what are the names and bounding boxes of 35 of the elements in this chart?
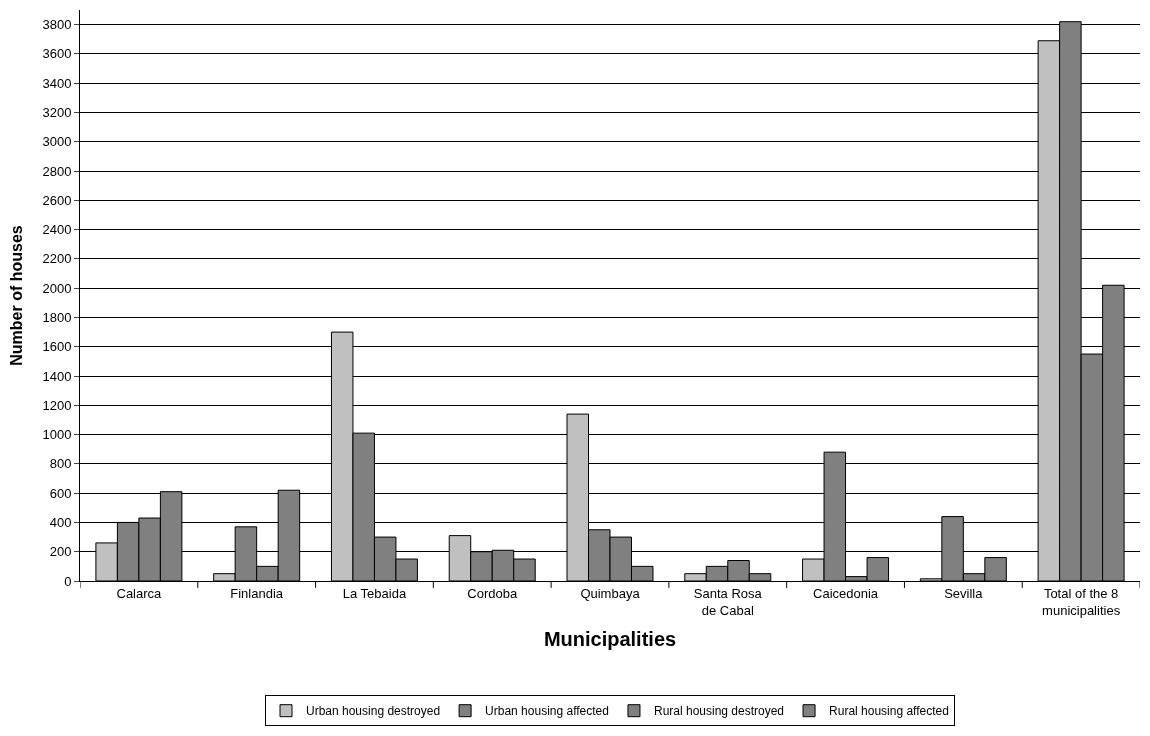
x-tick-label: Quimbaya bbox=[580, 585, 641, 601]
y-axis-title: Number of houses bbox=[8, 225, 26, 366]
x-axis-title: Municipalities bbox=[543, 628, 677, 650]
y-tick-label: 2800 bbox=[42, 163, 72, 179]
x-tick-label: Calarca bbox=[116, 585, 163, 601]
x-tick-label: Santa Rosa de Cabal bbox=[693, 585, 763, 618]
y-tick-label: 1400 bbox=[42, 368, 72, 384]
y-tick-label: 1600 bbox=[42, 339, 72, 355]
y-tick-label: 3400 bbox=[42, 75, 72, 91]
y-tick-label: 800 bbox=[49, 456, 72, 472]
y-tick-label: 3200 bbox=[42, 105, 72, 121]
y-tick-label: 1800 bbox=[42, 310, 72, 326]
y-tick-label: 3600 bbox=[42, 46, 72, 62]
y-tick-label: 3000 bbox=[42, 134, 72, 150]
y-tick-label: 2000 bbox=[42, 280, 72, 296]
y-tick-label: 200 bbox=[49, 544, 72, 560]
x-tick-label: La Tebaida bbox=[342, 585, 407, 601]
y-tick-label: 3800 bbox=[42, 17, 72, 33]
legend-label: Urban housing destroyed bbox=[306, 704, 441, 719]
y-tick-label: 2200 bbox=[42, 251, 72, 267]
legend-label: Rural housing destroyed bbox=[653, 704, 785, 719]
y-tick-label: 600 bbox=[49, 485, 72, 501]
y-tick-label: 1000 bbox=[42, 427, 72, 443]
x-tick-label: Total of the 8 municipalities bbox=[1042, 585, 1121, 618]
legend-label: Rural housing affected bbox=[829, 704, 949, 719]
y-tick-label: 400 bbox=[49, 514, 72, 530]
y-tick-label: 2600 bbox=[42, 192, 72, 208]
y-tick-label: 2400 bbox=[42, 222, 72, 238]
x-tick-label: Finlandia bbox=[230, 585, 284, 601]
x-tick-label: Caicedonia bbox=[813, 585, 879, 601]
y-tick-label: 1200 bbox=[42, 397, 72, 413]
x-tick-label: Sevilla bbox=[944, 585, 984, 601]
y-tick-label: 0 bbox=[64, 573, 72, 589]
x-tick-label: Cordoba bbox=[467, 585, 518, 601]
legend-label: Urban housing affected bbox=[485, 704, 609, 719]
